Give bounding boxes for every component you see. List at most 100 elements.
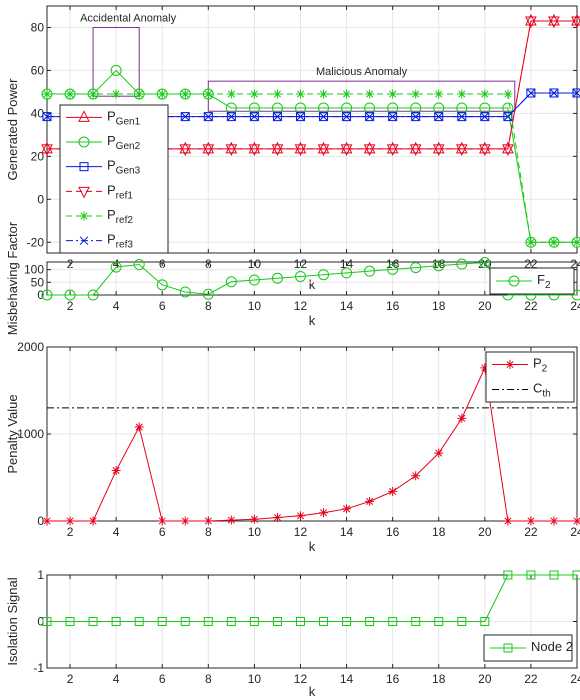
data-point — [388, 89, 398, 99]
data-point — [42, 89, 52, 99]
data-point — [363, 144, 376, 156]
data-point — [319, 89, 329, 99]
data-point — [457, 89, 467, 99]
data-point — [342, 504, 352, 514]
data-point — [388, 617, 398, 626]
x-tick-label: 20 — [478, 299, 492, 313]
y-tick-label: 1 — [37, 568, 44, 582]
data-point — [526, 88, 536, 98]
data-point — [226, 617, 236, 626]
data-point — [457, 112, 467, 121]
data-point — [180, 112, 190, 121]
data-point — [502, 141, 514, 154]
data-point — [502, 144, 514, 156]
data-point — [179, 144, 192, 156]
data-point — [157, 89, 167, 99]
data-point — [202, 144, 215, 156]
x-tick-label: 14 — [340, 525, 354, 539]
data-point — [434, 112, 444, 121]
data-point — [133, 259, 145, 271]
data-point — [411, 471, 421, 481]
data-point — [134, 422, 144, 432]
data-point — [548, 16, 560, 29]
data-point — [64, 289, 76, 301]
data-point — [41, 141, 53, 154]
data-point — [248, 274, 260, 286]
x-tick-label: 20 — [478, 525, 492, 539]
y-axis-label: Penalty Value — [5, 394, 20, 473]
plot-area — [46, 261, 578, 296]
x-tick-label: 12 — [294, 299, 308, 313]
data-point — [249, 514, 259, 524]
data-point — [503, 112, 513, 121]
y-tick-label: 0 — [37, 514, 44, 528]
data-point — [111, 466, 121, 476]
data-point — [248, 141, 261, 154]
data-point — [525, 16, 537, 29]
data-point — [432, 141, 445, 154]
legend-marker — [503, 643, 513, 653]
y-tick-label: 60 — [31, 63, 45, 77]
data-point — [295, 511, 305, 521]
data-point — [179, 141, 192, 154]
data-point — [179, 286, 191, 298]
series-line — [47, 92, 577, 118]
x-tick-label: 12 — [294, 525, 308, 539]
data-point — [294, 141, 307, 154]
data-point — [548, 236, 560, 248]
data-point — [157, 516, 167, 526]
data-point — [272, 513, 282, 523]
data-point — [434, 448, 444, 458]
y-tick-label: 20 — [31, 149, 45, 163]
data-point — [340, 141, 353, 154]
chart-panel-1: 24681012141618202224-20020406080kGenerat… — [5, 5, 580, 292]
data-point — [342, 89, 352, 99]
data-point — [549, 516, 559, 526]
data-point — [526, 516, 536, 526]
y-tick-label: 100 — [24, 263, 44, 277]
data-point — [226, 112, 236, 121]
x-tick-label: 18 — [432, 299, 446, 313]
data-point — [272, 617, 282, 626]
data-point — [455, 144, 468, 156]
data-point — [364, 265, 376, 277]
x-axis-label: k — [309, 313, 316, 328]
data-point — [456, 258, 468, 270]
data-point — [480, 363, 490, 373]
data-point — [571, 289, 580, 301]
data-point — [294, 144, 307, 156]
data-point — [526, 237, 536, 247]
data-point — [434, 89, 444, 99]
y-tick-label: 0 — [37, 192, 44, 206]
legend-marker — [78, 136, 90, 148]
data-point — [65, 617, 75, 626]
y-tick-label: -1 — [33, 661, 44, 675]
data-point — [411, 112, 421, 121]
series-line — [47, 69, 577, 243]
x-tick-label: 24 — [570, 672, 580, 686]
x-tick-label: 12 — [294, 672, 308, 686]
y-axis-label: Misbehaving Factor — [5, 221, 20, 335]
y-tick-label: -20 — [27, 235, 45, 249]
data-point — [203, 516, 213, 526]
data-point — [65, 89, 75, 99]
x-tick-label: 10 — [248, 525, 262, 539]
data-point — [572, 237, 580, 247]
data-point — [271, 144, 284, 156]
data-point — [433, 260, 445, 272]
x-tick-label: 22 — [524, 299, 538, 313]
series-pgen2 — [41, 64, 580, 248]
data-point — [111, 89, 121, 99]
legend-box — [485, 351, 575, 403]
data-point — [455, 141, 468, 154]
data-point — [365, 89, 375, 99]
data-point — [503, 570, 513, 580]
data-point — [156, 279, 168, 291]
x-tick-label: 10 — [248, 672, 262, 686]
annotation-text-1: Accidental Anomaly — [80, 12, 176, 24]
data-point — [294, 270, 306, 282]
data-point — [319, 112, 328, 121]
y-tick-label: 2000 — [17, 340, 44, 354]
